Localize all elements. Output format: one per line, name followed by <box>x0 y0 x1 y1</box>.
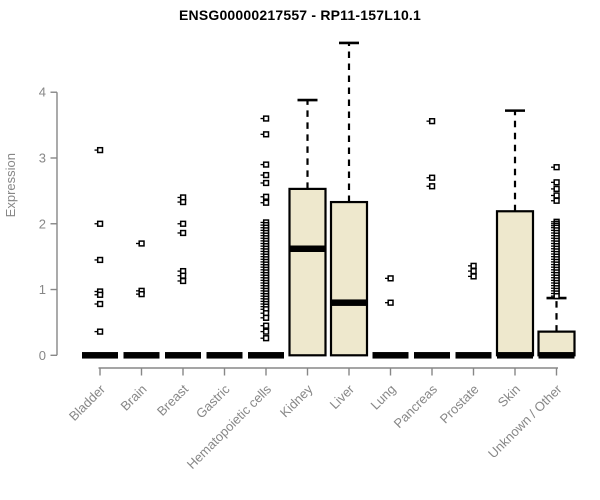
outlier-point <box>96 291 104 298</box>
y-tick-label: 4 <box>39 85 46 100</box>
outlier-point <box>96 220 104 227</box>
x-tick-label-gastric: Gastric <box>193 381 233 421</box>
median-bladder <box>82 352 118 359</box>
outlier-point <box>553 197 560 204</box>
x-tick-label-liver: Liver <box>327 381 358 412</box>
outlier-point <box>179 277 187 285</box>
x-tick-label-prostate: Prostate <box>437 382 482 427</box>
outlier-point <box>387 275 394 282</box>
outlier-point <box>553 185 560 193</box>
outlier-point <box>96 256 104 264</box>
y-tick-label: 0 <box>39 348 46 363</box>
outlier-point <box>96 146 104 154</box>
outlier-point <box>262 131 270 138</box>
outlier-point <box>96 328 104 335</box>
median-hematopoietic-cells <box>248 352 284 359</box>
x-tick-label-unknown-other: Unknown / Other <box>485 381 565 461</box>
outlier-point <box>96 300 104 308</box>
x-tick-label-breast: Breast <box>154 381 191 418</box>
outlier-point <box>262 328 270 335</box>
box-unknown-other <box>537 330 576 357</box>
x-tick-label-kidney: Kidney <box>277 381 316 420</box>
outlier-point <box>262 193 270 200</box>
y-tick-label: 2 <box>39 216 46 231</box>
outlier-point <box>138 240 145 247</box>
outlier-point <box>553 164 560 171</box>
outlier-point <box>179 272 187 279</box>
outlier-point <box>262 314 270 321</box>
outlier-point <box>470 273 477 280</box>
median-liver <box>331 299 367 306</box>
box-kidney <box>288 187 327 357</box>
outlier-point <box>470 267 477 275</box>
outlier-point <box>179 198 187 206</box>
outlier-point <box>428 174 436 181</box>
outlier-point <box>262 322 270 329</box>
y-axis-label: Expression <box>3 153 18 218</box>
outlier-point <box>262 161 270 168</box>
outlier-point <box>262 171 270 179</box>
outlier-point <box>179 220 187 227</box>
x-tick-label-bladder: Bladder <box>66 381 109 424</box>
box-skin <box>495 210 535 357</box>
x-tick-label-skin: Skin <box>495 382 523 410</box>
median-unknown-other <box>538 352 575 359</box>
outlier-point <box>138 290 145 298</box>
y-tick-label: 1 <box>39 282 46 297</box>
median-kidney <box>289 245 326 253</box>
median-skin <box>497 352 533 359</box>
y-tick-label: 3 <box>39 150 46 165</box>
x-tick-label-lung: Lung <box>368 382 399 413</box>
outlier-point <box>553 292 560 300</box>
outlier-point <box>262 115 270 122</box>
x-tick-label-pancreas: Pancreas <box>391 381 441 431</box>
outlier-point <box>470 262 477 270</box>
box-liver <box>329 200 369 357</box>
median-pancreas <box>414 352 450 359</box>
median-brain <box>123 352 160 359</box>
median-lung <box>372 352 409 359</box>
x-tick-label-brain: Brain <box>118 382 150 414</box>
outlier-point <box>428 118 436 125</box>
outlier-point <box>179 229 187 237</box>
chart-title: ENSG00000217557 - RP11-157L10.1 <box>178 7 422 23</box>
outlier-point <box>262 199 270 206</box>
outlier-point <box>387 299 394 306</box>
median-gastric <box>206 352 243 359</box>
outlier-point <box>428 183 436 190</box>
outlier-point <box>553 192 560 199</box>
outlier-point <box>262 179 270 187</box>
outlier-point <box>553 179 560 186</box>
outlier-point <box>262 335 270 342</box>
median-breast <box>165 352 201 359</box>
median-prostate <box>455 352 492 359</box>
